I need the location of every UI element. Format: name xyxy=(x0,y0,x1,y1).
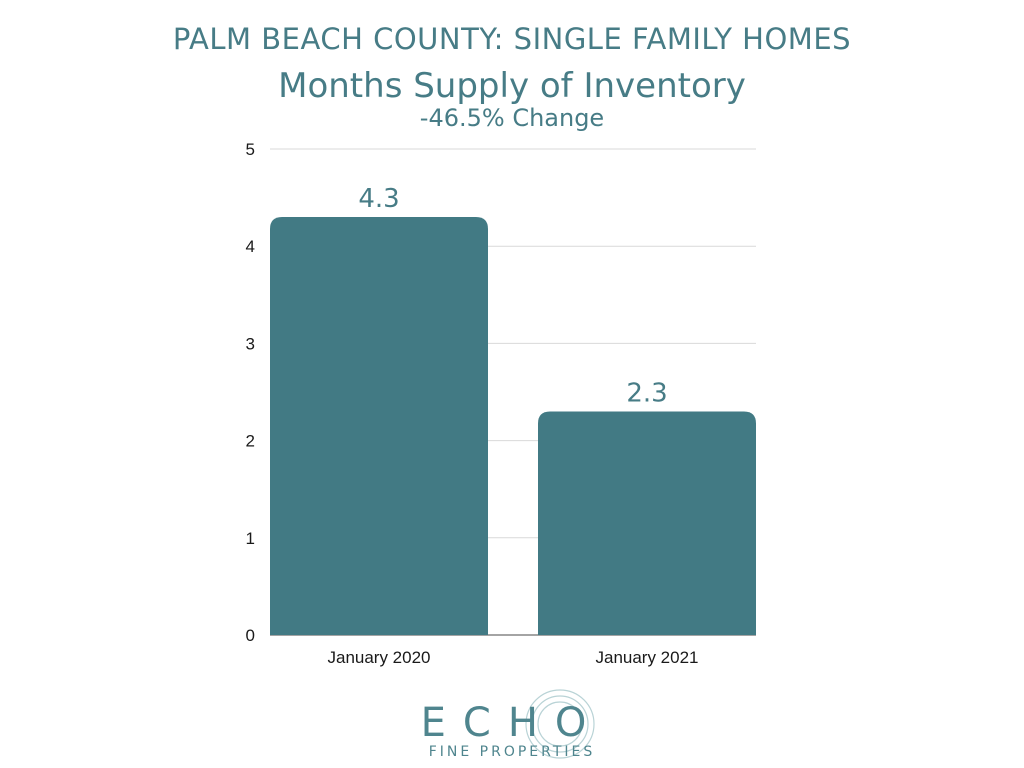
y-tick-label: 3 xyxy=(246,334,255,353)
y-tick-label: 5 xyxy=(246,140,255,159)
y-tick-label: 1 xyxy=(246,529,255,548)
logo-rings-icon xyxy=(525,689,595,759)
value-labels: 4.3 2.3 xyxy=(358,184,667,408)
y-tick-label: 0 xyxy=(246,626,255,645)
bar-value-label: 2.3 xyxy=(626,378,667,408)
logo-name: ECHO xyxy=(420,700,604,746)
x-category-label: January 2020 xyxy=(327,648,430,667)
bar-chart: 0 1 2 3 4 5 4.3 2.3 January 2020 January 2021 xyxy=(246,140,756,667)
x-axis-labels: January 2020 January 2021 xyxy=(327,648,698,667)
bar-value-label: 4.3 xyxy=(358,184,399,214)
percent-change-label: -46.5% Change xyxy=(419,104,605,132)
y-tick-label: 2 xyxy=(246,432,255,451)
echo-logo: ECHO FINE PROPERTIES xyxy=(380,686,644,766)
logo-tagline: FINE PROPERTIES xyxy=(428,744,596,760)
chart-title: PALM BEACH COUNTY: SINGLE FAMILY HOMES xyxy=(172,22,852,56)
chart-subtitle: Months Supply of Inventory xyxy=(278,66,746,106)
bar xyxy=(538,411,756,635)
bars xyxy=(270,217,756,636)
bar xyxy=(270,217,488,636)
y-tick-label: 4 xyxy=(246,237,255,256)
y-axis-ticks: 0 1 2 3 4 5 xyxy=(246,140,255,645)
x-category-label: January 2021 xyxy=(595,648,698,667)
